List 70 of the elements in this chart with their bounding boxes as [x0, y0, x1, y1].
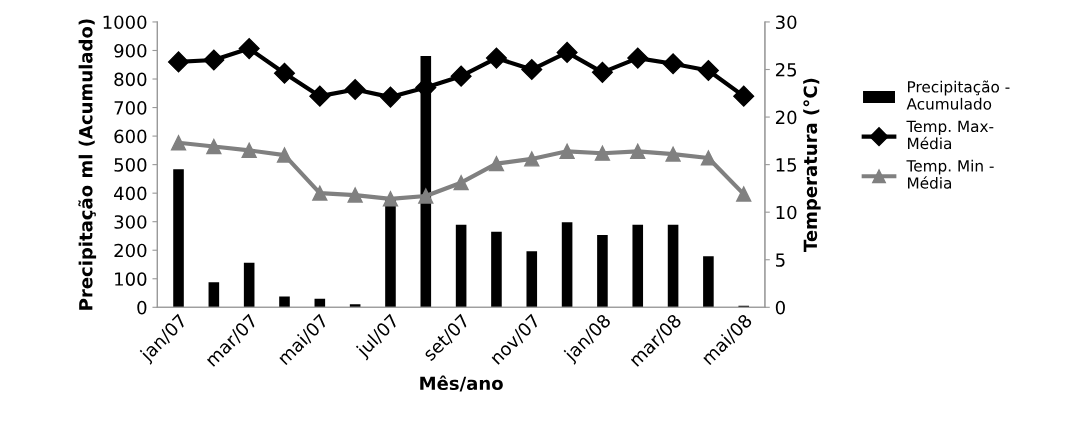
bar — [279, 296, 290, 308]
y2-tick-label: 0 — [775, 300, 785, 315]
bar — [349, 304, 361, 308]
y-axis-title: Precipitação ml (Acumulado) — [78, 19, 97, 310]
point — [591, 61, 613, 83]
point — [662, 53, 684, 75]
y-tick-label: 0 — [137, 300, 147, 315]
point — [485, 47, 507, 69]
bar — [243, 262, 255, 308]
point — [276, 147, 293, 163]
point — [418, 188, 434, 204]
point — [488, 156, 505, 172]
y-tick-label: 200 — [114, 243, 147, 258]
bar — [632, 224, 644, 308]
y-tick-label: 500 — [114, 158, 147, 172]
y-tick-label: 800 — [114, 72, 147, 87]
point — [521, 58, 543, 81]
point — [347, 187, 363, 203]
bar — [561, 222, 573, 308]
point — [170, 135, 187, 151]
legend-label: Temp. Max- Média — [906, 120, 994, 150]
y2-tick-label: 15 — [776, 158, 797, 172]
point — [241, 142, 257, 158]
legend-label: Precipitação - Acumulado — [906, 80, 1010, 110]
y-tick-label: 1000 — [103, 15, 147, 30]
bar — [667, 224, 679, 308]
bar — [208, 282, 220, 308]
x-axis-title: Mês/ano — [420, 375, 503, 392]
point — [627, 47, 649, 69]
bar — [597, 235, 608, 308]
bar — [455, 224, 467, 308]
point — [736, 186, 752, 202]
y2-tick-label: 30 — [776, 15, 797, 30]
y2-axis-title: Temperatura (°C) — [803, 78, 821, 252]
bar — [703, 256, 714, 308]
point — [312, 185, 328, 201]
y-tick-label: 400 — [114, 186, 147, 201]
point — [206, 138, 222, 155]
point — [203, 49, 225, 71]
point — [665, 146, 681, 162]
point — [556, 41, 578, 63]
y-tick-label: 700 — [114, 101, 147, 115]
point — [344, 78, 366, 100]
y2-tick-label: 25 — [775, 62, 797, 77]
y2-tick-label: 20 — [775, 110, 797, 125]
point — [168, 51, 190, 73]
point — [238, 38, 260, 60]
point — [594, 145, 611, 161]
point — [524, 151, 540, 167]
bar — [491, 231, 502, 308]
point — [273, 62, 296, 84]
y-tick-label: 300 — [114, 215, 147, 229]
y-tick-label: 100 — [115, 272, 147, 286]
point — [700, 150, 717, 166]
bar — [526, 251, 538, 308]
y-tick-label: 600 — [114, 129, 147, 144]
y-tick-label: 900 — [114, 43, 147, 58]
point — [453, 175, 469, 191]
legend-label: Temp. Min - Média — [906, 159, 994, 189]
point — [630, 143, 646, 159]
point — [697, 59, 719, 81]
point — [382, 191, 399, 207]
point — [379, 86, 401, 108]
y2-tick-label: 10 — [776, 205, 797, 220]
point — [450, 65, 472, 87]
bar — [173, 169, 184, 308]
y2-tick-label: 5 — [776, 253, 785, 267]
point — [309, 85, 331, 107]
point — [733, 85, 755, 107]
point — [559, 143, 575, 159]
